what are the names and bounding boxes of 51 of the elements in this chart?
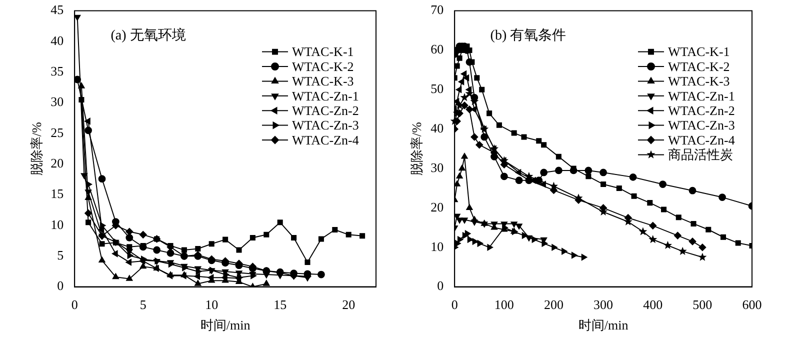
legend-label: WTAC-Zn-2 (668, 103, 735, 118)
y-tick-label: 25 (50, 124, 64, 140)
y-tick-label: 60 (430, 42, 444, 57)
legend-label: WTAC-Zn-4 (292, 132, 360, 148)
y-tick-label: 15 (50, 186, 64, 202)
x-tick-label: 500 (692, 297, 712, 312)
legend-label: WTAC-Zn-2 (292, 103, 359, 118)
x-tick-label: 600 (742, 297, 762, 312)
x-tick-label: 15 (274, 297, 287, 312)
legend-label: WTAC-K-3 (292, 74, 354, 89)
x-tick-label: 0 (451, 297, 458, 312)
x-tick-label: 200 (544, 297, 564, 312)
x-tick-label: 5 (140, 297, 146, 312)
legend-label: WTAC-K-1 (668, 44, 730, 60)
legend-label: WTAC-Zn-1 (292, 88, 359, 104)
y-axis-title: 脱除率/% (29, 122, 44, 176)
y-tick-label: 10 (430, 238, 444, 254)
y-tick-label: 10 (50, 216, 64, 232)
legend-label: WTAC-K-1 (292, 44, 354, 60)
y-tick-label: 0 (57, 278, 64, 294)
annotation: (a) 无氧环境 (110, 27, 186, 44)
legend-label: WTAC-K-2 (292, 58, 354, 74)
x-tick-label: 10 (205, 297, 218, 312)
x-tick-label: 20 (342, 297, 356, 312)
y-tick-label: 30 (50, 94, 64, 110)
x-axis-title: 时间/min (200, 318, 251, 333)
y-tick-label: 35 (50, 64, 64, 79)
annotation: (b) 有氧条件 (490, 27, 566, 44)
x-axis-title: 时间/min (578, 318, 629, 333)
y-tick-label: 40 (430, 120, 444, 136)
x-tick-label: 100 (494, 297, 514, 312)
y-tick-label: 50 (430, 81, 444, 96)
legend-label: 商品活性炭 (668, 147, 733, 162)
y-tick-label: 30 (430, 160, 444, 175)
y-tick-label: 45 (50, 2, 64, 18)
x-tick-label: 0 (71, 297, 78, 312)
y-tick-label: 20 (430, 199, 444, 214)
legend-label: WTAC-Zn-4 (668, 132, 736, 148)
y-tick-label: 70 (430, 2, 444, 18)
legend-label: WTAC-Zn-3 (292, 118, 359, 133)
y-tick-label: 40 (50, 32, 64, 48)
y-tick-label: 5 (57, 248, 64, 263)
legend-label: WTAC-Zn-3 (668, 118, 735, 133)
x-tick-label: 400 (643, 297, 663, 312)
y-tick-label: 0 (437, 278, 444, 294)
legend-label: WTAC-K-2 (668, 58, 730, 74)
x-tick-label: 300 (594, 297, 614, 312)
legend-label: WTAC-Zn-1 (668, 88, 735, 104)
legend-label: WTAC-K-3 (668, 74, 730, 89)
y-tick-label: 20 (50, 156, 64, 171)
y-axis-title: 脱除率/% (409, 122, 424, 176)
